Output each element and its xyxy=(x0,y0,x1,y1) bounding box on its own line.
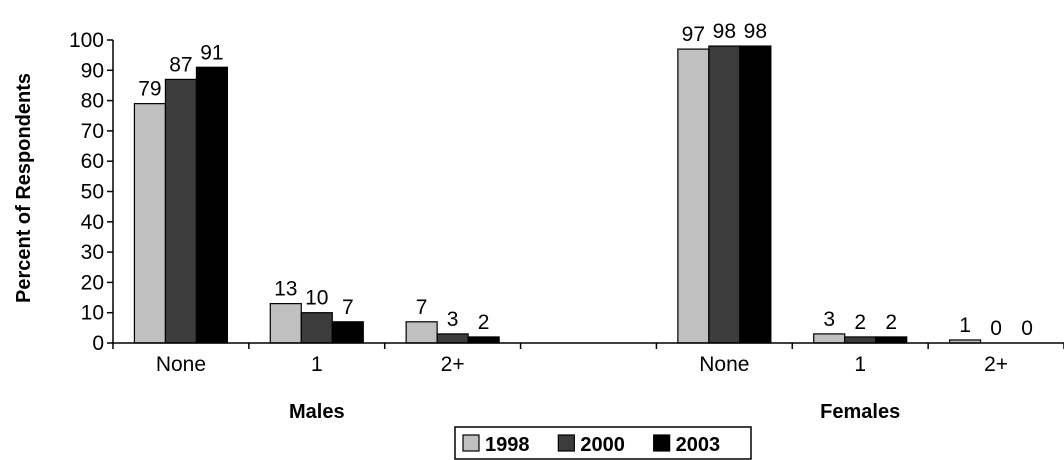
data-label: 98 xyxy=(744,20,767,43)
legend-label: 2003 xyxy=(676,434,721,456)
bar-1998 xyxy=(405,321,438,344)
x-category-label: 2+ xyxy=(984,353,1008,376)
x-category-label: None xyxy=(699,353,749,376)
bar-2003 xyxy=(467,336,500,344)
data-label: 0 xyxy=(1021,317,1033,340)
bar-2000 xyxy=(300,312,333,344)
data-label: 2 xyxy=(885,311,897,334)
bar-1998 xyxy=(677,48,710,344)
data-label: 3 xyxy=(823,308,835,331)
legend-swatch-1998 xyxy=(462,434,480,452)
y-tick-label: 40 xyxy=(81,211,104,234)
y-tick-label: 10 xyxy=(81,302,104,325)
y-tick-label: 20 xyxy=(81,271,104,294)
legend-swatch-2003 xyxy=(653,434,671,452)
bar-2000 xyxy=(844,336,877,344)
data-label: 3 xyxy=(447,308,459,331)
data-label: 0 xyxy=(990,317,1002,340)
x-category-label: 1 xyxy=(311,353,323,376)
bar-1998 xyxy=(269,303,302,344)
data-label: 87 xyxy=(169,53,192,76)
y-tick-label: 80 xyxy=(81,90,104,113)
legend-label: 1998 xyxy=(485,434,530,456)
legend-swatch-2000 xyxy=(557,434,575,452)
group-label: Males xyxy=(289,401,345,423)
y-tick-label: 0 xyxy=(92,332,104,355)
bars xyxy=(133,45,982,344)
y-tick-label: 50 xyxy=(81,181,104,204)
data-label: 7 xyxy=(416,296,428,319)
bar-2000 xyxy=(708,45,741,344)
data-label: 98 xyxy=(713,20,736,43)
x-category-label: 1 xyxy=(854,353,866,376)
legend-box xyxy=(454,426,752,460)
data-label: 91 xyxy=(200,41,223,64)
bar-2003 xyxy=(195,66,229,344)
y-tick-label: 90 xyxy=(81,59,104,82)
data-label: 2 xyxy=(854,311,866,334)
x-category-label: 2+ xyxy=(441,353,465,376)
y-tick-label: 70 xyxy=(81,120,104,143)
bar-2003 xyxy=(875,336,908,344)
legend: 1998 2000 2003 xyxy=(454,426,752,460)
data-label: 79 xyxy=(138,78,161,101)
y-tick-label: 30 xyxy=(81,241,104,264)
data-label: 97 xyxy=(682,23,705,46)
y-axis-title: Percent of Respondents xyxy=(13,73,35,303)
y-tick-label: 100 xyxy=(69,29,104,52)
bar-1998 xyxy=(813,333,846,344)
y-axis: 0 10 20 30 40 50 60 70 80 90 100 xyxy=(69,29,114,355)
x-category-label: None xyxy=(156,353,206,376)
y-tick-label: 60 xyxy=(81,150,104,173)
data-label: 2 xyxy=(478,311,490,334)
data-label: 7 xyxy=(342,296,354,319)
group-label: Females xyxy=(820,401,900,423)
legend-label: 2000 xyxy=(580,434,625,456)
data-label: 1 xyxy=(959,314,971,337)
bar-1998 xyxy=(133,103,167,344)
bar-2000 xyxy=(164,78,198,344)
data-label: 13 xyxy=(274,278,297,301)
bar-2003 xyxy=(739,45,772,344)
data-label: 10 xyxy=(305,287,328,310)
bar-2003 xyxy=(331,321,364,344)
x-axis: None 1 2+ None 1 2+ Males Females xyxy=(112,342,1064,423)
bar-2000 xyxy=(436,333,469,344)
